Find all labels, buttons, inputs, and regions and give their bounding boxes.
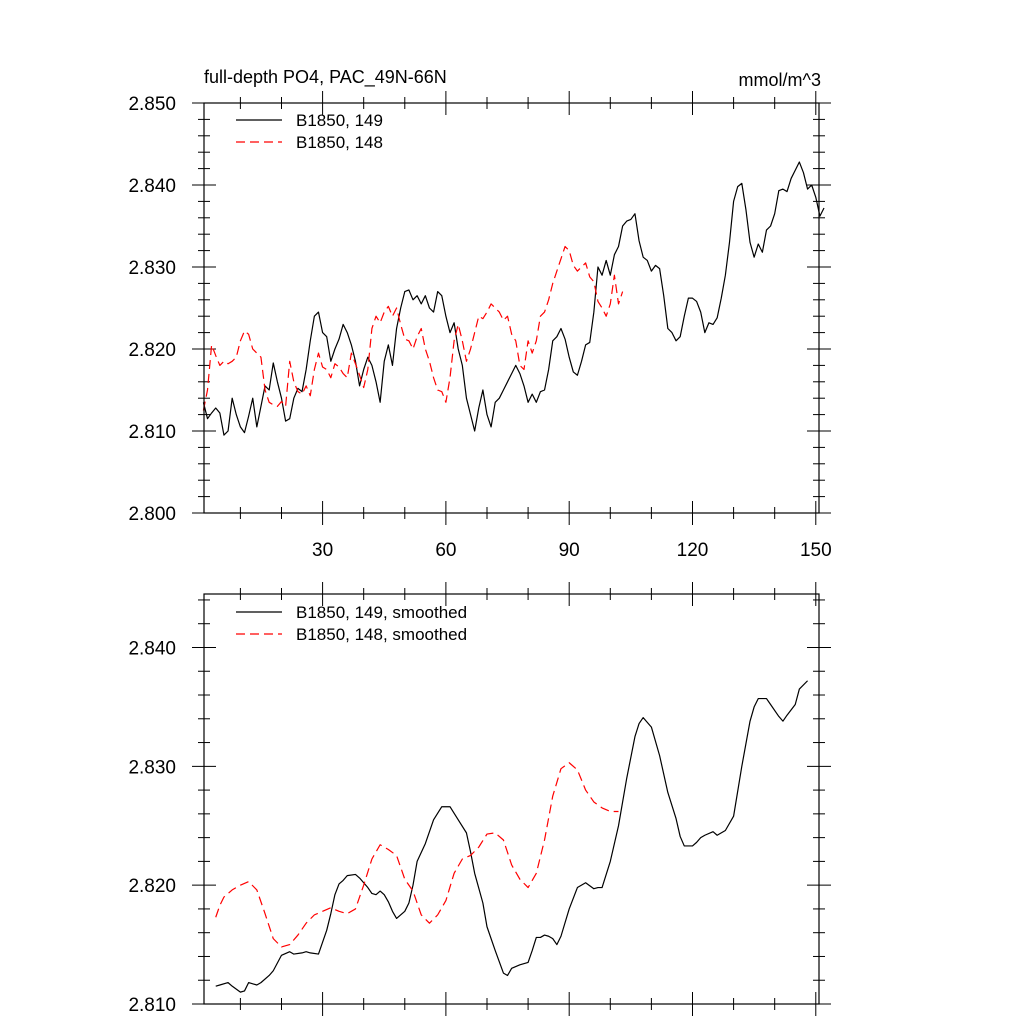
bottom-tick-marks — [192, 582, 831, 1016]
y-tick-label: 2.830 — [128, 258, 176, 279]
top-x-tick-labels: 30 60 90 120 150 — [312, 540, 832, 561]
x-tick-label: 90 — [559, 540, 580, 561]
chart-title: full-depth PO4, PAC_49N-66N — [204, 67, 447, 88]
y-tick-label: 2.820 — [128, 876, 176, 897]
x-tick-label: 30 — [312, 540, 333, 561]
y-tick-label: 2.810 — [128, 995, 176, 1016]
series-line-1 — [202, 161, 825, 436]
top-plot-frame — [203, 102, 820, 514]
legend-label-2: B1850, 148 — [296, 133, 383, 152]
bottom-panel: 2.810 2.820 2.830 2.840 B1850, 149, smoothe… — [128, 582, 831, 1016]
series-line-1 — [215, 680, 808, 993]
x-tick-label: 120 — [677, 540, 709, 561]
bottom-plot-frame — [203, 593, 820, 1005]
y-tick-label: 2.830 — [128, 757, 176, 778]
y-tick-label: 2.840 — [128, 176, 176, 197]
bottom-legend: B1850, 149, smoothed B1850, 148, smoothed — [236, 603, 467, 644]
top-panel: full-depth PO4, PAC_49N-66N mmol/m^3 2.8… — [128, 67, 831, 561]
legend-label-1: B1850, 149 — [296, 111, 383, 130]
top-series-group — [202, 161, 825, 436]
units-label: mmol/m^3 — [739, 70, 821, 90]
series-line-2 — [215, 762, 619, 948]
legend-label-1: B1850, 149, smoothed — [296, 603, 467, 622]
bottom-series-group — [215, 680, 808, 993]
top-y-tick-labels: 2.800 2.810 2.820 2.830 2.840 2.850 — [128, 94, 176, 525]
legend-label-2: B1850, 148, smoothed — [296, 625, 467, 644]
y-tick-label: 2.800 — [128, 504, 176, 525]
y-tick-label: 2.840 — [128, 638, 176, 659]
top-legend: B1850, 149 B1850, 148 — [236, 111, 383, 152]
y-tick-label: 2.820 — [128, 340, 176, 361]
y-tick-label: 2.850 — [128, 94, 176, 115]
x-tick-label: 60 — [435, 540, 456, 561]
x-tick-label: 150 — [800, 540, 832, 561]
top-tick-marks — [192, 91, 831, 525]
bottom-y-tick-labels: 2.810 2.820 2.830 2.840 — [128, 638, 176, 1016]
y-tick-label: 2.810 — [128, 422, 176, 443]
series-line-2 — [202, 245, 624, 411]
